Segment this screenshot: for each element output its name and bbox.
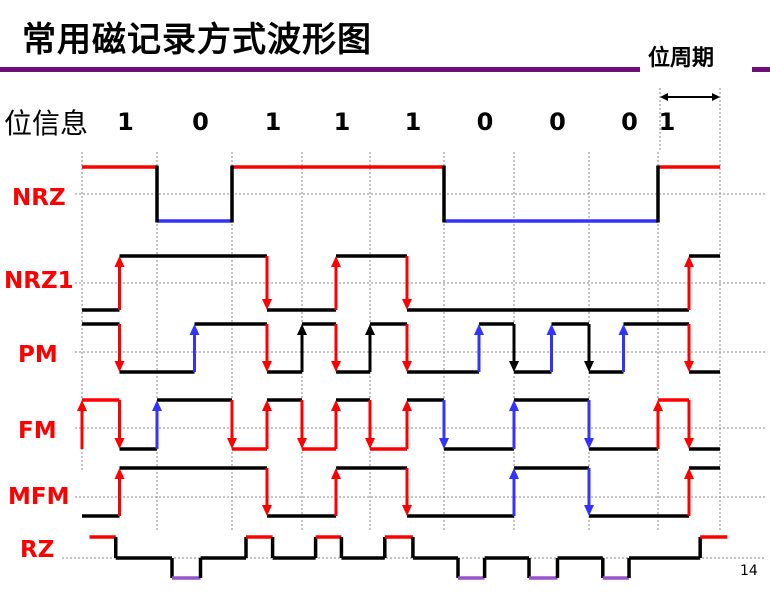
row-label-rz: RZ [20,537,55,563]
arrow-head-icon [402,299,412,310]
arrow-head-icon [331,361,341,372]
bit-value: 0 [621,108,638,136]
bit-value: 0 [476,108,494,136]
arrow-head-icon [684,438,694,449]
arrow-head-icon [402,505,412,516]
bit-value: 1 [117,108,134,136]
bit-period-label: 位周期 [648,46,715,71]
bit-value: 0 [549,108,566,136]
title-rule [0,67,640,72]
bit-value: 1 [658,108,676,136]
arrow-head-icon [262,400,272,411]
page-number: 14 [740,563,758,579]
arrow-head-icon [114,256,125,267]
row-label-nrz: NRZ [12,185,66,211]
arrow-head-icon [684,361,694,372]
arrow-head-icon [684,256,694,267]
arrow-head-icon [439,438,449,449]
row-label-pm: PM [18,342,58,368]
period-arrow-left-icon [660,93,668,101]
bit-value: 1 [404,108,422,136]
arrow-head-icon [331,256,341,267]
arrow-head-icon [509,468,519,479]
arrow-head-icon [546,324,557,335]
arrow-head-icon [227,438,237,449]
arrow-head-icon [474,324,484,335]
arrow-head-icon [402,400,412,411]
arrow-head-icon [114,361,125,372]
arrow-head-icon [509,400,519,411]
arrow-head-icon [584,438,594,449]
page-title: 常用磁记录方式波形图 [22,20,372,60]
row-label-nrz1: NRZ1 [4,268,74,294]
arrow-head-icon [331,400,341,411]
period-arrow-right-icon [712,93,720,101]
arrow-head-icon [331,468,341,479]
arrow-head-icon [262,505,272,516]
arrow-head-icon [152,400,162,411]
row-label-mfm: MFM [8,484,70,510]
arrow-head-icon [297,324,307,335]
arrow-head-icon [297,438,307,449]
arrow-head-icon [114,468,125,479]
bit-value: 1 [264,108,282,136]
title-rule-end [752,67,770,72]
arrow-head-icon [262,299,272,310]
arrow-head-icon [584,361,594,372]
row-label-fm: FM [18,418,57,444]
arrow-head-icon [262,361,272,372]
arrow-head-icon [365,438,375,449]
arrow-head-icon [684,468,694,479]
bit-info-label: 位信息 [4,107,89,140]
arrow-head-icon [189,324,200,335]
arrow-head-icon [618,324,629,335]
arrow-head-icon [584,505,594,516]
arrow-head-icon [402,361,412,372]
arrow-head-icon [114,438,125,449]
bit-value: 0 [192,108,209,136]
arrow-head-icon [509,361,519,372]
bit-value: 1 [333,108,351,136]
arrow-head-icon [653,400,663,411]
arrow-head-icon [77,400,87,411]
arrow-head-icon [365,324,375,335]
